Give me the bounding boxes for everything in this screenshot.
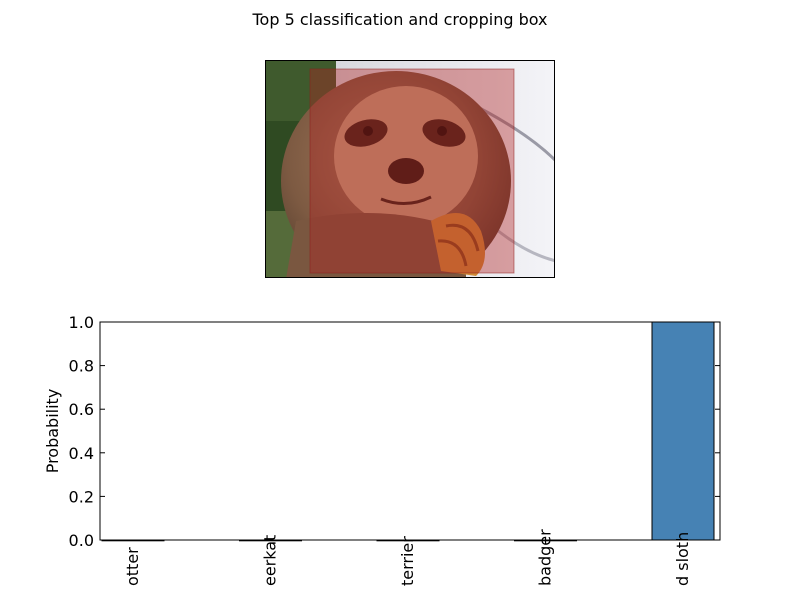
y-axis-label: Probability	[43, 389, 62, 474]
sloth-photo	[265, 60, 555, 278]
figure-title: Top 5 classification and cropping box	[252, 10, 548, 29]
plot-area-frame	[99, 321, 721, 541]
x-tick-label-3: badger	[536, 529, 555, 586]
y-tick-label-1: 0.2	[69, 487, 94, 506]
bar-4	[651, 321, 715, 541]
x-tick-label-0: otter	[123, 547, 142, 586]
x-axis: otter eerkat terrier badger d sloth	[123, 529, 692, 586]
y-tick-label-4: 0.8	[69, 357, 94, 376]
y-tick-label-2: 0.4	[69, 444, 94, 463]
bar-series	[101, 321, 715, 542]
x-tick-label-1: eerkat	[261, 535, 280, 586]
x-tick-label-2: terrier	[398, 536, 417, 586]
x-tick-label-4: d sloth	[673, 532, 692, 586]
sloth-photo-illustration	[266, 61, 554, 277]
y-tick-label-0: 0.0	[69, 531, 94, 550]
y-axis: 0.0 0.2 0.4 0.6 0.8 1.0	[69, 313, 720, 550]
crop-box	[309, 68, 515, 274]
y-tick-label-5: 1.0	[69, 313, 94, 332]
y-tick-label-3: 0.6	[69, 400, 94, 419]
